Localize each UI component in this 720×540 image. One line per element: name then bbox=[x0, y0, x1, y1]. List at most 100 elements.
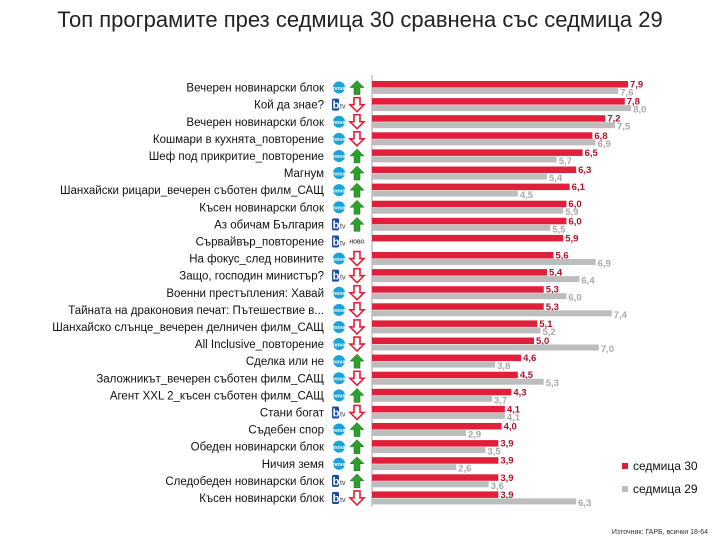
btv-logo-b: b bbox=[333, 271, 340, 283]
value-label-week29: 6,9 bbox=[598, 259, 611, 270]
bar-week29 bbox=[372, 447, 486, 454]
nova-logo-text: nova bbox=[333, 205, 347, 211]
nova-logo-icon bbox=[333, 167, 345, 180]
bar-week29 bbox=[372, 105, 632, 112]
new-badge: НОВО bbox=[350, 239, 365, 245]
bar-week30 bbox=[372, 491, 499, 498]
value-label-week29: 3,7 bbox=[494, 395, 507, 406]
category-label: Кошмари в кухнята_повторение bbox=[153, 134, 324, 146]
value-label-week30: 6,0 bbox=[568, 216, 581, 227]
down-arrow-icon bbox=[348, 319, 366, 336]
bar-week29 bbox=[372, 139, 596, 146]
bar-week30 bbox=[372, 320, 538, 327]
up-arrow-icon bbox=[349, 148, 365, 164]
value-label-week30: 7,8 bbox=[627, 97, 640, 108]
nova-logo-text: nova bbox=[333, 342, 347, 348]
bar-week29 bbox=[372, 464, 457, 471]
bar-week30 bbox=[372, 388, 512, 396]
up-arrow-icon bbox=[349, 456, 365, 471]
legend-swatch-week30 bbox=[622, 463, 628, 469]
category-label: Късен новинарски блок bbox=[199, 493, 325, 505]
bar-week30 bbox=[372, 252, 554, 259]
nova-logo-icon bbox=[333, 149, 345, 162]
down-arrow-icon bbox=[348, 490, 366, 507]
bar-week30 bbox=[372, 337, 535, 344]
btv-logo-b: b bbox=[333, 407, 340, 419]
bar-week29 bbox=[372, 310, 612, 317]
nova-logo-icon bbox=[333, 440, 345, 453]
value-label-week29: 7,4 bbox=[614, 310, 628, 321]
value-label-week30: 5,3 bbox=[546, 285, 559, 296]
value-label-week30: 4,0 bbox=[504, 422, 517, 433]
btv-logo-text: tv bbox=[340, 223, 346, 230]
bar-week30 bbox=[372, 217, 567, 225]
value-label-week30: 5,6 bbox=[555, 251, 568, 262]
category-label: Магнум bbox=[284, 168, 324, 180]
value-label-week30: 5,0 bbox=[536, 336, 549, 347]
bar-week30 bbox=[372, 457, 499, 464]
nova-logo-icon bbox=[333, 423, 345, 436]
btv-logo-text: tv bbox=[340, 480, 346, 487]
nova-logo-icon bbox=[333, 252, 345, 265]
btv-logo-icon bbox=[332, 235, 339, 248]
up-arrow-icon bbox=[349, 165, 365, 181]
bar-week30 bbox=[372, 269, 547, 276]
nova-logo-text: nova bbox=[333, 376, 347, 382]
up-arrow-icon bbox=[349, 473, 365, 489]
down-arrow-icon bbox=[348, 250, 366, 267]
bar-week30 bbox=[372, 115, 606, 122]
value-label-week29: 4,1 bbox=[507, 412, 521, 423]
value-label-week29: 2,6 bbox=[458, 464, 471, 475]
down-arrow-icon bbox=[348, 267, 366, 284]
value-label-week29: 5,3 bbox=[546, 378, 559, 389]
category-label: Следобеден новинарски блок bbox=[165, 476, 325, 488]
down-arrow-icon bbox=[348, 96, 366, 113]
up-arrow-icon bbox=[349, 422, 365, 437]
btv-logo-b: b bbox=[333, 236, 340, 248]
nova-logo-icon bbox=[333, 303, 345, 316]
nova-logo-text: nova bbox=[333, 188, 347, 194]
nova-logo-text: nova bbox=[333, 137, 347, 143]
nova-logo-text: nova bbox=[333, 86, 347, 92]
bar-week29 bbox=[372, 481, 489, 488]
bar-week30 bbox=[372, 81, 628, 88]
bar-week29 bbox=[372, 259, 596, 265]
bar-week29 bbox=[372, 173, 547, 180]
value-label-week29: 7,0 bbox=[601, 344, 614, 355]
value-label-week30: 7,2 bbox=[607, 114, 620, 125]
nova-logo-icon bbox=[333, 184, 345, 197]
btv-logo-icon bbox=[332, 269, 339, 282]
bar-week29 bbox=[372, 276, 580, 283]
value-label-week29: 3,8 bbox=[497, 361, 510, 372]
value-label-week30: 3,9 bbox=[500, 490, 513, 501]
nova-logo-text: nova bbox=[333, 325, 347, 331]
bar-week30 bbox=[372, 423, 502, 430]
bar-week29 bbox=[372, 498, 577, 505]
bar-week29 bbox=[372, 224, 551, 231]
up-arrow-icon bbox=[349, 199, 365, 215]
legend-label-week29: седмица 29 bbox=[633, 482, 698, 496]
nova-logo-text: nova bbox=[333, 154, 347, 160]
nova-logo-text: nova bbox=[333, 120, 347, 126]
bar-week30 bbox=[372, 200, 567, 208]
bar-week30 bbox=[372, 405, 505, 413]
bar-week29 bbox=[372, 207, 564, 214]
value-label-week29: 7,5 bbox=[617, 122, 631, 133]
value-label-week30: 4,1 bbox=[507, 404, 521, 415]
category-label: Вечерен новинарски блок bbox=[186, 117, 325, 129]
btv-logo-b: b bbox=[333, 100, 340, 112]
value-label-week30: 3,9 bbox=[500, 456, 513, 467]
category-label: Кой да знае? bbox=[254, 100, 324, 112]
nova-logo-icon bbox=[333, 81, 345, 94]
bar-week30 bbox=[372, 354, 522, 362]
nova-logo-icon bbox=[333, 355, 345, 368]
bar-week29 bbox=[372, 430, 466, 436]
bar-week30 bbox=[372, 166, 577, 173]
nova-logo-icon bbox=[333, 201, 345, 214]
legend-swatch-week29 bbox=[622, 486, 628, 492]
source-note: Източник: ГАРБ, всички 18-64 bbox=[611, 529, 708, 536]
btv-logo-b: b bbox=[333, 493, 340, 505]
category-label: Късен новинарски блок bbox=[199, 202, 325, 214]
category-label: Стани богат bbox=[260, 407, 325, 419]
bar-week29 bbox=[372, 190, 518, 197]
